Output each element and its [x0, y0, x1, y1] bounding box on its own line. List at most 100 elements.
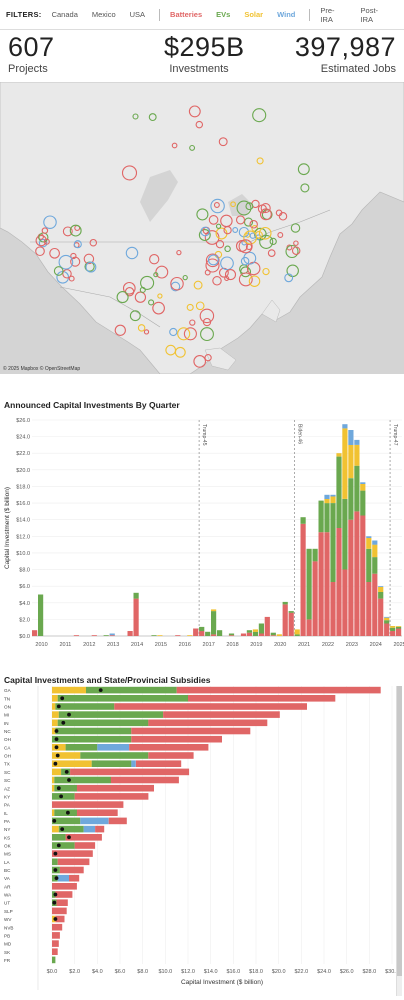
bar-segment-batteries[interactable] — [282, 604, 288, 636]
bar-segment-batteries[interactable] — [199, 631, 205, 636]
project-marker[interactable] — [121, 165, 138, 181]
subsidy-marker[interactable] — [67, 778, 71, 782]
bar-segment-evs[interactable] — [151, 635, 157, 636]
subsidy-marker[interactable] — [54, 745, 59, 750]
bar-segment-wind[interactable] — [354, 439, 360, 445]
project-marker[interactable] — [223, 226, 232, 235]
bar-segment-evs[interactable] — [306, 548, 312, 620]
bar-segment-solar[interactable] — [396, 626, 402, 627]
project-marker[interactable] — [269, 237, 277, 246]
bar-segment-wind[interactable] — [342, 424, 348, 429]
subsidy-marker[interactable] — [60, 827, 65, 831]
bar-segment-evs[interactable] — [330, 503, 336, 582]
project-marker[interactable] — [249, 220, 258, 229]
project-marker[interactable] — [204, 230, 220, 245]
subsidy-marker[interactable] — [52, 819, 57, 823]
bar-segment-batteries[interactable] — [163, 711, 280, 718]
subsidy-marker[interactable] — [53, 851, 58, 856]
project-marker[interactable] — [62, 226, 73, 237]
project-marker[interactable] — [114, 324, 126, 336]
bar-segment-evs[interactable] — [58, 825, 84, 833]
bar-segment-batteries[interactable] — [131, 735, 222, 743]
filter-mexico[interactable]: Mexico — [91, 10, 116, 19]
bar-segment-batteries[interactable] — [176, 686, 381, 694]
bar-segment-evs[interactable] — [52, 834, 66, 841]
bar-segment-evs[interactable] — [342, 498, 348, 570]
bar-segment-evs[interactable] — [300, 517, 306, 524]
project-marker[interactable] — [189, 319, 196, 326]
bar-segment-evs[interactable] — [65, 744, 98, 751]
bar-segment-batteries[interactable] — [306, 619, 312, 636]
bar-segment-batteries[interactable] — [76, 809, 118, 816]
bar-segment-batteries[interactable] — [330, 582, 336, 636]
project-marker[interactable] — [293, 240, 299, 246]
bar-segment-solar[interactable] — [52, 727, 56, 735]
project-marker[interactable] — [267, 249, 276, 257]
project-marker[interactable] — [262, 267, 270, 276]
bar-segment-solar[interactable] — [378, 587, 384, 592]
bar-segment-evs[interactable] — [211, 611, 217, 635]
project-marker[interactable] — [165, 344, 177, 356]
bar-segment-evs[interactable] — [91, 760, 132, 767]
project-marker[interactable] — [297, 163, 310, 176]
bar-segment-batteries[interactable] — [240, 633, 247, 637]
bar-segment-batteries[interactable] — [114, 703, 307, 710]
project-marker[interactable] — [291, 246, 301, 255]
bar-segment-evs[interactable] — [270, 632, 276, 636]
bar-segment-evs[interactable] — [52, 842, 75, 849]
subsidy-marker[interactable] — [54, 876, 59, 880]
bar-segment-evs[interactable] — [54, 784, 77, 792]
bar-segment-evs[interactable] — [57, 719, 149, 727]
project-marker[interactable] — [189, 144, 196, 151]
bar-segment-solar[interactable] — [384, 617, 390, 621]
project-marker[interactable] — [218, 137, 228, 147]
state-chart[interactable]: $0.0 $2.0 $4.0 $6.0 $8.0 $10.0 $12.0 $14.0 $16.0… — [0, 684, 398, 1000]
bar-segment-batteries[interactable] — [342, 569, 348, 637]
project-marker[interactable] — [148, 299, 155, 306]
project-marker[interactable] — [137, 324, 146, 332]
bar-segment-batteries[interactable] — [378, 598, 384, 636]
bar-segment-batteries[interactable] — [396, 628, 402, 637]
bar-segment-batteries[interactable] — [95, 825, 105, 833]
bar-segment-solar[interactable] — [366, 538, 372, 549]
subsidy-marker[interactable] — [67, 835, 71, 840]
project-marker[interactable] — [208, 215, 219, 225]
bar-segment-evs[interactable] — [58, 711, 164, 718]
project-marker[interactable] — [259, 234, 274, 249]
bar-segment-solar[interactable] — [390, 626, 396, 628]
bar-segment-solar[interactable] — [52, 768, 62, 776]
bar-segment-evs[interactable] — [294, 634, 300, 636]
project-marker[interactable] — [35, 246, 45, 257]
bar-segment-batteries[interactable] — [108, 817, 127, 825]
project-marker[interactable] — [83, 253, 95, 265]
bar-segment-batteries[interactable] — [52, 907, 67, 915]
project-marker[interactable] — [193, 280, 203, 290]
project-marker[interactable] — [193, 355, 207, 368]
project-marker[interactable] — [204, 354, 212, 362]
project-marker[interactable] — [248, 275, 261, 287]
bar-segment-solar[interactable] — [276, 634, 282, 636]
project-marker[interactable] — [238, 239, 253, 254]
bar-segment-evs[interactable] — [354, 465, 360, 512]
project-marker[interactable] — [49, 247, 60, 259]
project-marker[interactable] — [245, 202, 254, 211]
project-marker[interactable] — [258, 226, 272, 240]
bar-segment-wind[interactable] — [384, 616, 390, 618]
project-marker[interactable] — [122, 281, 136, 295]
bar-segment-batteries[interactable] — [188, 695, 336, 702]
project-marker[interactable] — [53, 266, 64, 276]
project-marker[interactable] — [277, 232, 284, 238]
bar-segment-solar[interactable] — [52, 776, 55, 784]
bar-segment-solar[interactable] — [52, 809, 55, 816]
bar-segment-evs[interactable] — [258, 623, 264, 634]
bar-segment-solar[interactable] — [52, 760, 92, 767]
project-marker[interactable] — [196, 208, 209, 221]
state-chart-scrollbar[interactable] — [396, 686, 402, 996]
subsidy-marker[interactable] — [64, 770, 69, 774]
bar-segment-batteries[interactable] — [52, 850, 93, 857]
bar-segment-batteries[interactable] — [32, 630, 38, 636]
project-marker[interactable] — [62, 269, 72, 279]
bar-segment-evs[interactable] — [52, 956, 56, 964]
project-marker[interactable] — [116, 291, 129, 304]
project-marker[interactable] — [195, 120, 204, 129]
